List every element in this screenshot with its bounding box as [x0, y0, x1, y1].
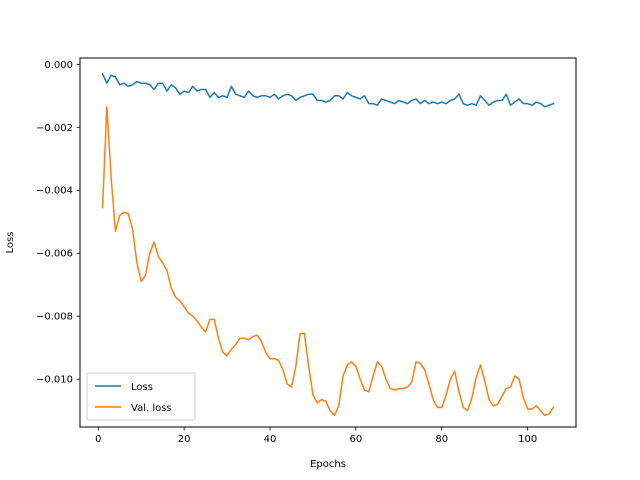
series-line-val-loss — [101, 106, 555, 417]
y-tick-label: 0.000 — [44, 60, 73, 71]
x-tick-label: 60 — [350, 434, 363, 445]
y-tick-label: −0.010 — [36, 375, 73, 386]
legend-label-val-loss: Val. loss — [131, 403, 172, 414]
y-tick-label: −0.008 — [36, 312, 73, 323]
legend-box — [86, 372, 196, 421]
x-tick-label: 40 — [264, 434, 277, 445]
x-tick-label: 80 — [435, 434, 448, 445]
y-axis: 0.000 −0.002 −0.004 −0.006 −0.008 −0.010 — [36, 60, 80, 386]
x-tick-label: 0 — [95, 434, 101, 445]
x-axis: 0 20 40 60 80 100 — [95, 427, 537, 445]
x-tick-label: 100 — [518, 434, 537, 445]
legend: Loss Val. loss — [86, 372, 196, 421]
series-layer — [101, 72, 555, 417]
x-tick-label: 20 — [178, 434, 191, 445]
series-line-loss — [101, 72, 555, 108]
y-tick-label: −0.006 — [36, 249, 73, 260]
legend-label-loss: Loss — [131, 382, 153, 393]
y-tick-label: −0.004 — [36, 186, 73, 197]
x-axis-label: Epochs — [310, 459, 346, 470]
y-tick-label: −0.002 — [36, 123, 73, 134]
y-axis-label: Loss — [5, 232, 16, 254]
plot-frame — [79, 57, 577, 428]
